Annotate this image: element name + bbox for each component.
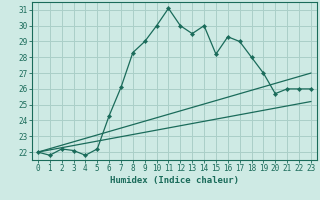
X-axis label: Humidex (Indice chaleur): Humidex (Indice chaleur) [110,176,239,185]
